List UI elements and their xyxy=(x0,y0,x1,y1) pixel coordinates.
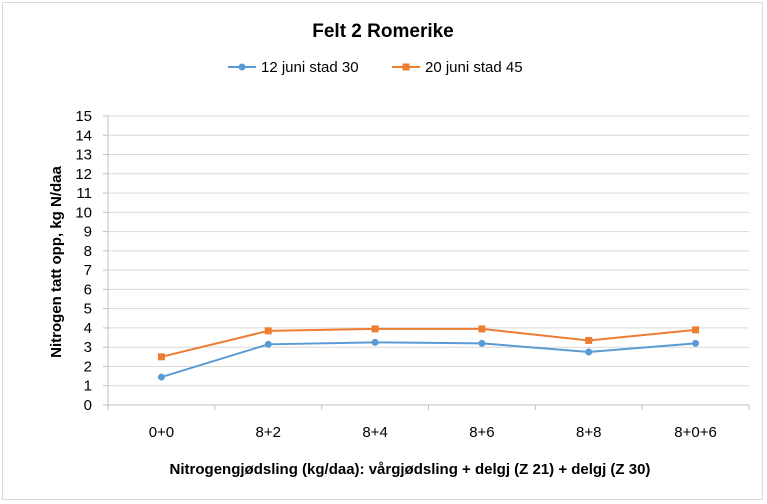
y-tick-label: 8 xyxy=(84,243,92,260)
data-point-series-1 xyxy=(692,339,700,347)
gridlines xyxy=(108,115,749,387)
x-tick-label: 8+4 xyxy=(362,424,387,441)
x-axis-label: Nitrogengjødsling (kg/daa): vårgjødsling… xyxy=(170,461,651,478)
y-tick-label: 10 xyxy=(75,204,92,221)
data-point-series-2 xyxy=(157,353,165,361)
data-point-series-1 xyxy=(585,348,593,356)
legend-marker-series-2 xyxy=(402,63,410,71)
y-tick-label: 14 xyxy=(75,127,92,144)
data-point-series-2 xyxy=(478,325,486,333)
x-tick-label: 8+8 xyxy=(576,424,601,441)
y-tick-label: 1 xyxy=(84,378,92,395)
axes xyxy=(103,115,750,410)
data-point-series-1 xyxy=(371,338,379,346)
y-tick-label: 3 xyxy=(84,339,92,356)
y-axis-label: Nitrogen tatt opp, kg N/daa xyxy=(48,166,65,358)
series-group xyxy=(157,325,700,381)
y-tick-label: 6 xyxy=(84,281,92,298)
y-tick-label: 12 xyxy=(75,166,92,183)
legend-label-series-1: 12 juni stad 30 xyxy=(261,59,359,76)
y-tick-label: 9 xyxy=(84,224,92,241)
data-point-series-2 xyxy=(585,336,593,344)
y-tick-label: 4 xyxy=(84,320,92,337)
data-point-series-1 xyxy=(157,373,165,381)
y-tick-label: 2 xyxy=(84,358,92,375)
series-line-2 xyxy=(161,327,696,358)
y-tick-label: 13 xyxy=(75,147,92,164)
data-point-series-2 xyxy=(371,325,379,333)
x-tick-label: 8+0+6 xyxy=(674,424,717,441)
x-tick-label: 8+2 xyxy=(256,424,281,441)
chart-title: Felt 2 Romerike xyxy=(312,21,454,42)
data-point-series-2 xyxy=(264,327,272,335)
x-tick-labels: 0+0 8+2 8+4 8+6 8+8 8+0+6 xyxy=(149,424,717,441)
x-tick-label: 8+6 xyxy=(469,424,494,441)
x-tick-label: 0+0 xyxy=(149,424,174,441)
legend: 12 juni stad 30 20 juni stad 45 xyxy=(228,59,523,76)
series-line-1 xyxy=(161,341,696,379)
data-point-series-1 xyxy=(264,340,272,348)
y-tick-label: 0 xyxy=(84,397,92,414)
data-point-series-2 xyxy=(692,326,700,334)
legend-marker-series-1 xyxy=(238,63,246,71)
legend-label-series-2: 20 juni stad 45 xyxy=(425,59,523,76)
y-tick-label: 7 xyxy=(84,262,92,279)
data-point-series-1 xyxy=(478,339,486,347)
y-tick-label: 5 xyxy=(84,301,92,318)
y-tick-label: 11 xyxy=(76,185,92,202)
y-tick-label: 15 xyxy=(75,108,92,125)
